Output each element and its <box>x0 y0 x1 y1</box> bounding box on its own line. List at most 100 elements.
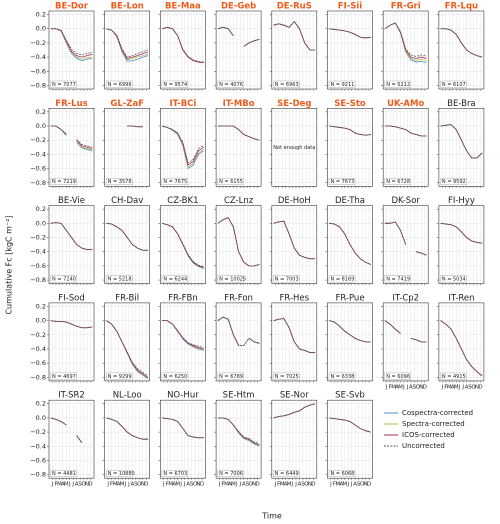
n-label: N = 7006 <box>219 471 243 477</box>
n-label: N = 9211 <box>331 82 355 88</box>
x-tick-label: A <box>117 482 121 488</box>
n-label: N = 6068 <box>331 471 355 477</box>
n-label: N = 9592 <box>442 179 466 185</box>
series-line <box>329 320 371 343</box>
panel-frame <box>48 399 95 479</box>
y-tick-label: −0.8 <box>30 373 46 381</box>
x-tick-label: J <box>51 482 54 488</box>
n-box <box>217 178 244 186</box>
x-tick-label: A <box>409 384 413 390</box>
x-tick-label: J <box>183 482 186 488</box>
x-tick-label: J <box>273 482 276 488</box>
panel-title: FR-Lqu <box>445 2 478 12</box>
panel-title: DE-Tha <box>335 196 365 206</box>
n-box <box>328 178 356 186</box>
x-tick-label: J <box>406 384 409 390</box>
panel-title: BE-Lon <box>111 2 144 12</box>
n-box <box>384 178 411 186</box>
x-tick-label: M <box>391 384 396 390</box>
n-label: N = 6338 <box>331 374 355 380</box>
x-tick-label: A <box>172 482 176 488</box>
x-tick-label: D <box>256 482 260 488</box>
y-tick-label: 0.0 <box>36 219 46 227</box>
panel-title: CZ-Lnz <box>224 196 254 206</box>
series-line <box>162 26 204 63</box>
n-label: N = 10880 <box>108 471 135 477</box>
x-tick-label: S <box>78 482 82 488</box>
series-line <box>50 125 93 148</box>
x-tick-label: M <box>454 384 459 390</box>
x-tick-label: M <box>398 384 403 390</box>
y-tick-label: −0.2 <box>30 136 46 144</box>
x-tick-label: J <box>239 482 242 488</box>
x-tick-label: O <box>137 482 142 488</box>
x-tick-label: J <box>329 482 332 488</box>
panel-title: FR-Bil <box>115 293 139 303</box>
n-label: N = 9574 <box>163 82 187 88</box>
panel-frame <box>104 302 150 382</box>
panel-title: DE-Geb <box>221 2 256 12</box>
y-tick-label: −0.4 <box>30 150 46 158</box>
n-label: N = 6250 <box>163 374 187 380</box>
series-line <box>384 221 427 256</box>
y-tick-label: 0.0 <box>36 414 46 422</box>
x-tick-label: S <box>190 482 194 488</box>
series-line <box>50 417 83 443</box>
panel-title: FI-Hyy <box>448 196 475 206</box>
x-tick-label: O <box>304 482 309 488</box>
panel-title: UK-AMo <box>387 99 424 109</box>
x-tick-label: A <box>298 482 302 488</box>
x-tick-label: M <box>57 482 62 488</box>
series-line <box>329 125 371 136</box>
n-label: N = 6449 <box>275 471 299 477</box>
x-tick-label: A <box>465 384 469 390</box>
x-tick-label: A <box>451 384 455 390</box>
x-tick-label: S <box>134 482 138 488</box>
x-tick-label: J <box>235 482 238 488</box>
n-box <box>328 372 356 380</box>
n-label: N = 7240 <box>52 277 76 283</box>
y-tick-label: −0.8 <box>30 276 46 284</box>
series-line <box>384 22 427 57</box>
legend-label: Uncorrected <box>402 442 445 450</box>
panel-title: IT-Ren <box>448 293 474 303</box>
x-tick-label: O <box>81 482 86 488</box>
x-tick-label: S <box>246 482 250 488</box>
n-box <box>105 470 133 477</box>
n-label: N = 7003 <box>275 277 299 283</box>
x-tick-label: A <box>395 384 399 390</box>
n-box <box>50 372 77 380</box>
series-line <box>50 28 93 56</box>
n-label: N = 6963 <box>275 82 299 88</box>
x-tick-label: J <box>127 482 130 488</box>
n-box <box>50 275 77 283</box>
n-label: N = 6789 <box>219 374 243 380</box>
n-box <box>440 80 467 88</box>
series-line <box>217 217 260 267</box>
x-tick-label: N <box>475 384 479 390</box>
panel-frame <box>271 205 318 284</box>
series-line <box>162 125 204 164</box>
legend-label: Spectra-corrected <box>402 420 465 428</box>
panel-title: CH-Dav <box>111 196 143 206</box>
x-tick-label: J <box>162 482 165 488</box>
y-tick-label: −0.6 <box>30 359 46 367</box>
series-line <box>440 28 483 58</box>
x-tick-label: A <box>339 482 343 488</box>
n-label: N = 3578 <box>108 179 132 185</box>
panel-title: GL-ZaF <box>110 99 144 109</box>
panel-title: FR-Fon <box>224 293 253 303</box>
y-tick-label: −0.4 <box>30 442 46 450</box>
x-tick-label: F <box>110 482 113 488</box>
panel-title: FI-Sii <box>338 2 363 12</box>
x-tick-label: M <box>342 482 347 488</box>
legend-label: Cospectra-corrected <box>402 409 473 417</box>
panel-frame <box>327 10 373 90</box>
series-line <box>440 222 483 244</box>
series-line <box>106 417 148 440</box>
x-tick-label: J <box>291 482 294 488</box>
panel-frame <box>271 108 318 187</box>
n-label: N = 4076 <box>219 82 243 88</box>
panel-frame <box>382 108 429 187</box>
panel-title: FI-Sod <box>58 293 84 303</box>
